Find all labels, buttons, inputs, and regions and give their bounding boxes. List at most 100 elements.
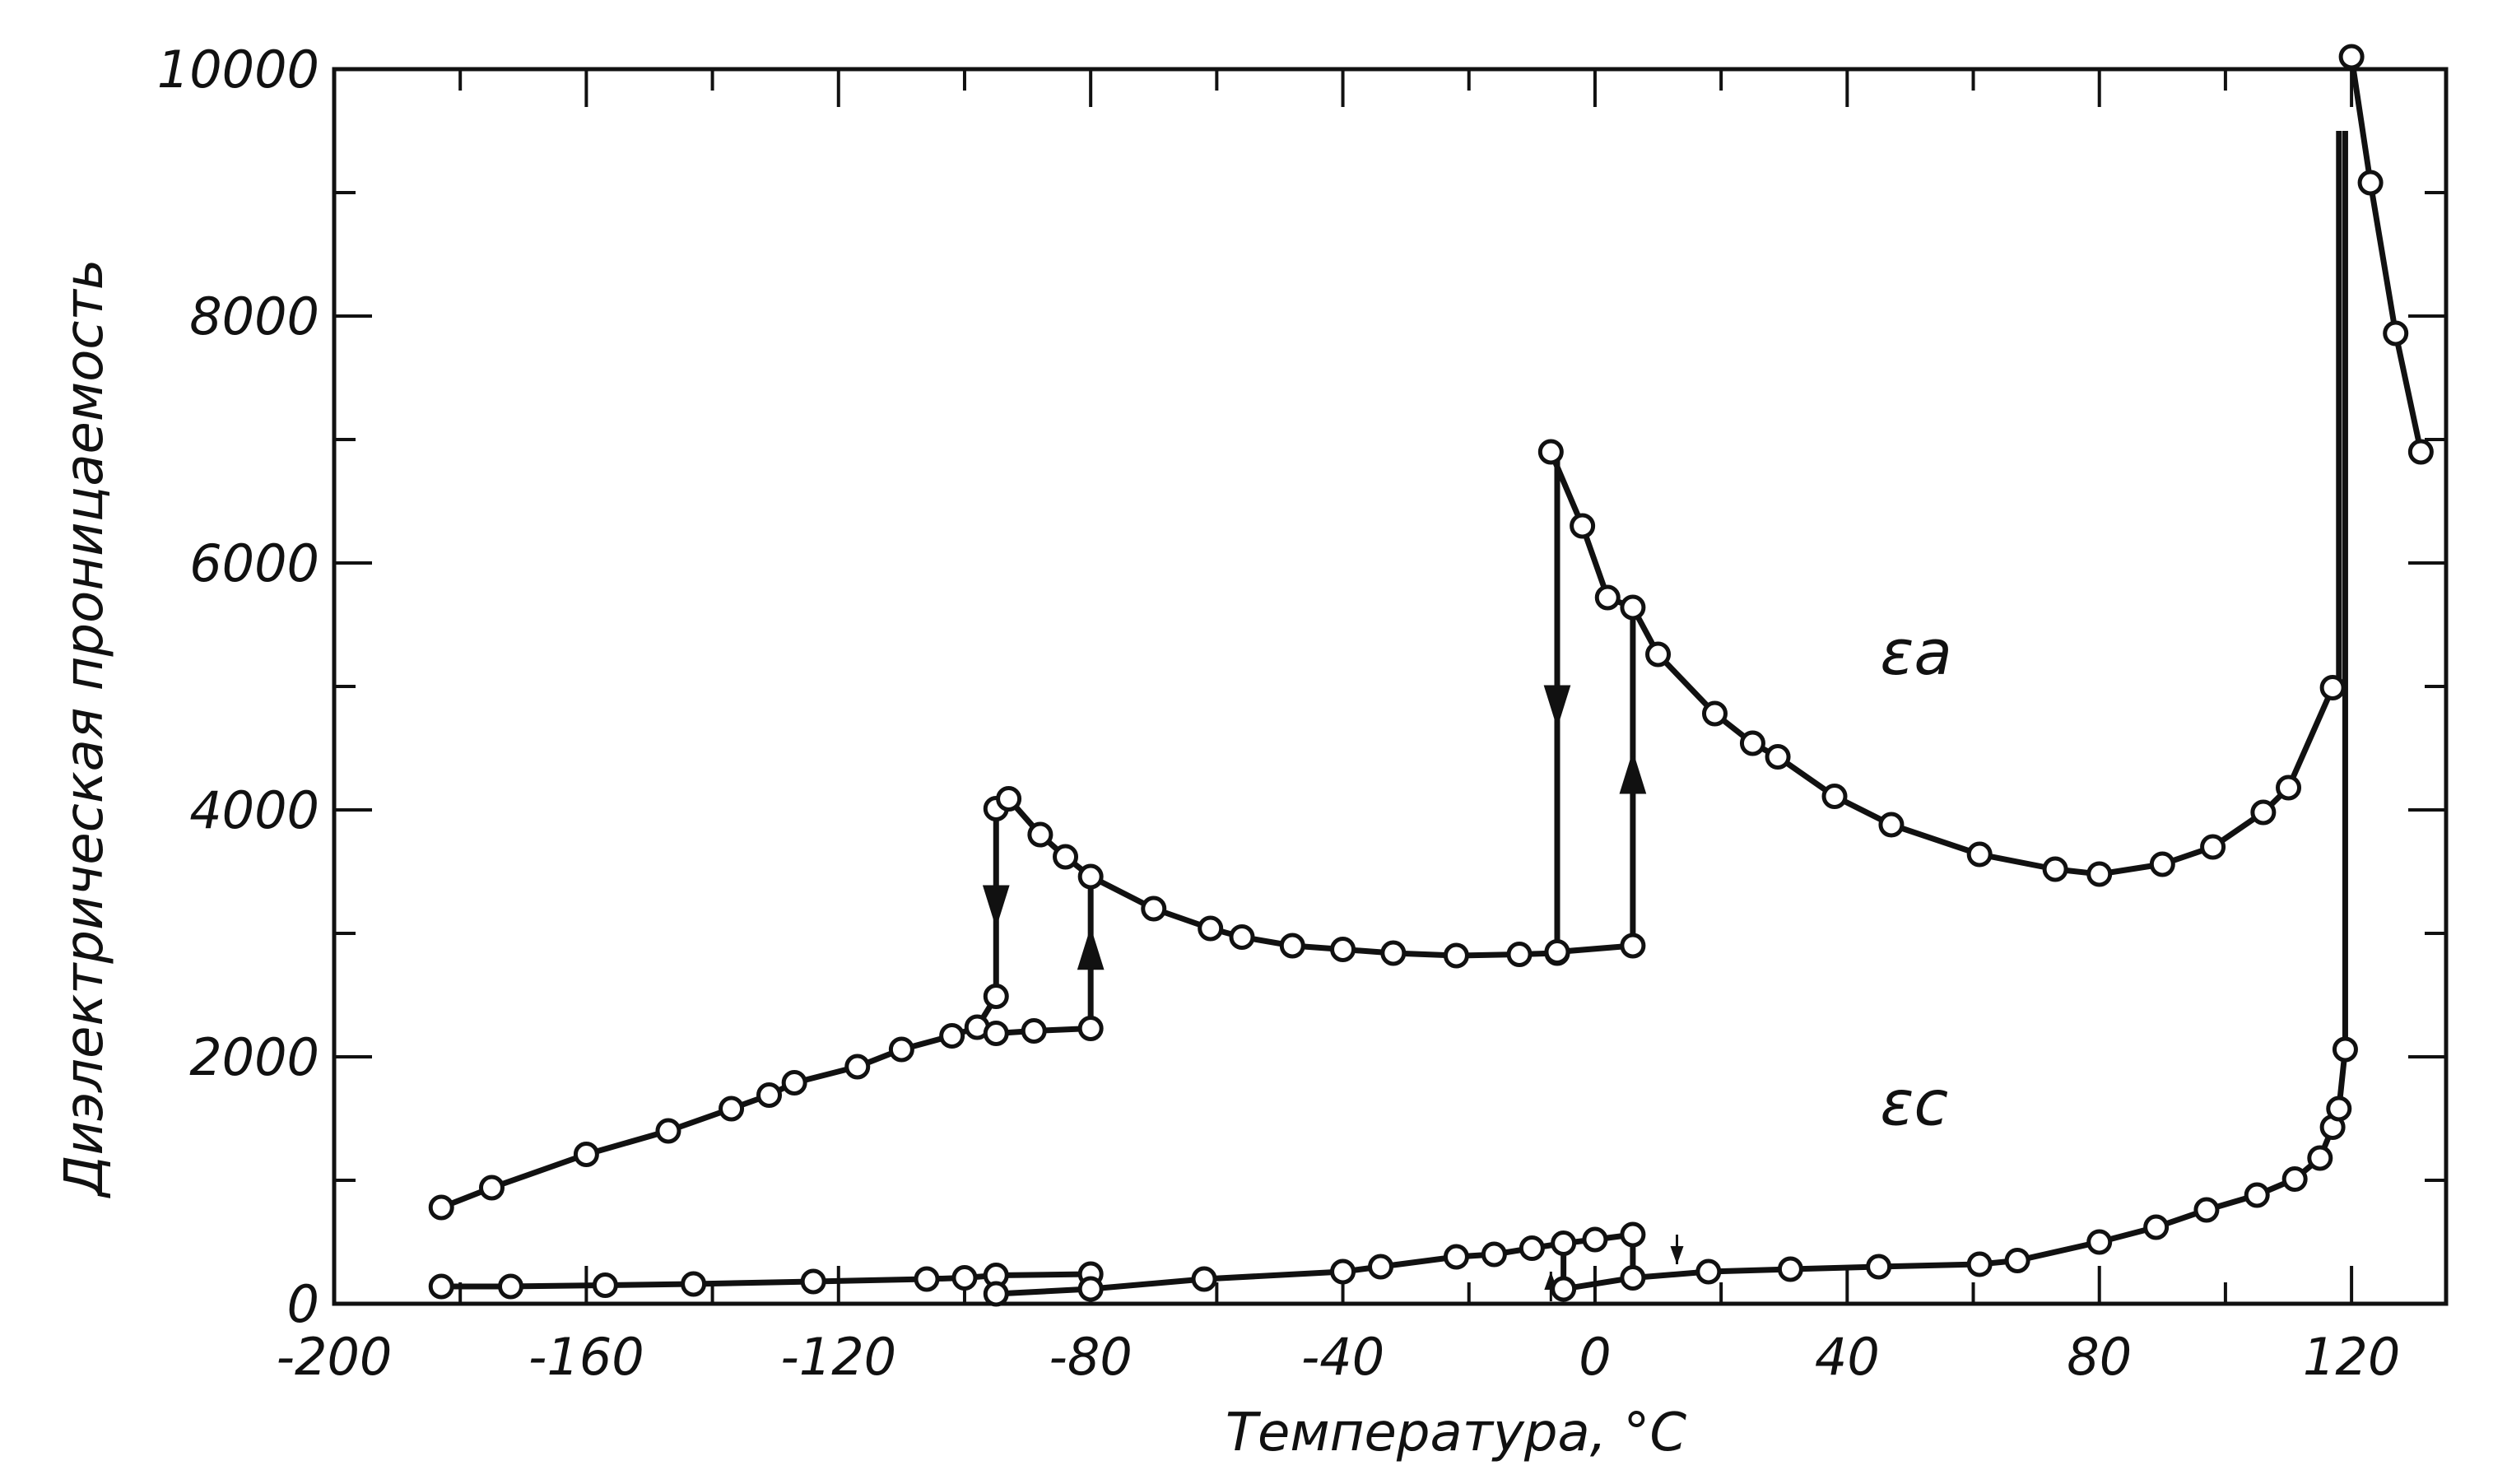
data-point bbox=[719, 1096, 745, 1122]
x-tick-label: 40 bbox=[1815, 1327, 1880, 1387]
y-axis-title: Диэлектрическая проницаемость bbox=[54, 258, 115, 1198]
x-tick-label: -40 bbox=[1301, 1327, 1384, 1387]
data-point bbox=[756, 1082, 783, 1108]
data-point bbox=[1821, 784, 1848, 809]
data-point bbox=[1701, 700, 1728, 727]
data-point bbox=[1582, 1226, 1608, 1253]
axes-group bbox=[332, 67, 2449, 1306]
data-point bbox=[996, 786, 1022, 812]
data-point bbox=[1620, 1221, 1646, 1248]
small-arrow-head bbox=[1670, 1246, 1684, 1264]
data-point bbox=[2383, 320, 2409, 347]
x-tick-label: -120 bbox=[780, 1327, 896, 1387]
data-point bbox=[1519, 1235, 1545, 1261]
data-point bbox=[2149, 851, 2175, 877]
tick-group: -200 -160 -120 -80 -40 0 40 80 120 0 2000 4000 6000 8… bbox=[157, 40, 2446, 1387]
data-point bbox=[478, 1175, 505, 1201]
data-point bbox=[2276, 775, 2302, 801]
data-point bbox=[1506, 942, 1533, 967]
y-tick-label: 10000 bbox=[157, 40, 319, 100]
data-point bbox=[592, 1272, 618, 1298]
jump-arrow bbox=[982, 885, 1010, 928]
y-tick-label: 4000 bbox=[189, 780, 319, 840]
data-point bbox=[914, 1266, 940, 1292]
plot-frame bbox=[332, 67, 2449, 1306]
data-point bbox=[1077, 863, 1104, 890]
data-point bbox=[1866, 1254, 1892, 1280]
data-point bbox=[1695, 1258, 1722, 1285]
data-point bbox=[2244, 1182, 2270, 1208]
data-point bbox=[1966, 841, 1993, 868]
data-point bbox=[1021, 1018, 1047, 1044]
data-point bbox=[781, 1070, 807, 1096]
data-point bbox=[1620, 933, 1646, 959]
series-line-eps-a bbox=[2348, 53, 2424, 455]
jump-arrow bbox=[1543, 685, 1571, 728]
data-point bbox=[2326, 1096, 2352, 1122]
data-point bbox=[2200, 834, 2226, 860]
data-point bbox=[983, 984, 1009, 1009]
data-point bbox=[681, 1271, 707, 1297]
data-point bbox=[1141, 896, 1167, 922]
data-point bbox=[1198, 915, 1224, 942]
data-point bbox=[1191, 1266, 1217, 1292]
series-line-eps-a bbox=[438, 993, 999, 1211]
data-point bbox=[2319, 675, 2346, 700]
data-point bbox=[1765, 744, 1791, 770]
data-point bbox=[2250, 799, 2277, 826]
data-point bbox=[655, 1118, 681, 1144]
y-tick-label: 2000 bbox=[189, 1027, 319, 1087]
series-annotation: εc bbox=[1880, 1067, 1948, 1140]
series-annotation: εa bbox=[1880, 616, 1952, 689]
data-point bbox=[1279, 933, 1305, 959]
data-point bbox=[1380, 940, 1407, 966]
data-point bbox=[2042, 856, 2068, 882]
y-tick-label: 0 bbox=[287, 1274, 319, 1334]
data-point bbox=[2338, 44, 2365, 70]
data-point bbox=[1551, 1276, 1577, 1302]
data-point bbox=[1620, 594, 1646, 621]
data-point bbox=[2357, 170, 2384, 196]
data-point bbox=[2307, 1145, 2333, 1171]
data-point bbox=[1537, 439, 1564, 465]
data-point bbox=[1443, 942, 1469, 969]
x-tick-label: -80 bbox=[1049, 1327, 1133, 1387]
data-point bbox=[2193, 1197, 2220, 1223]
y-tick-label: 6000 bbox=[189, 533, 319, 593]
x-tick-label: 0 bbox=[1579, 1327, 1611, 1387]
jump-arrow bbox=[1077, 926, 1105, 970]
data-point bbox=[428, 1194, 454, 1221]
data-point bbox=[428, 1273, 454, 1300]
data-point bbox=[1368, 1254, 1394, 1280]
data-point bbox=[1481, 1241, 1507, 1268]
data-point bbox=[497, 1273, 523, 1300]
data-point bbox=[1077, 1276, 1104, 1302]
data-point bbox=[844, 1054, 871, 1080]
data-point bbox=[2086, 861, 2113, 887]
data-point bbox=[800, 1268, 826, 1295]
labels-group: Температура, °С Диэлектрическая проницаем… bbox=[54, 258, 1952, 1463]
data-point bbox=[1053, 844, 1079, 870]
series-line-eps-c bbox=[1560, 1046, 2348, 1292]
data-point bbox=[1551, 1230, 1577, 1256]
data-point bbox=[2407, 439, 2434, 465]
data-point bbox=[983, 1281, 1009, 1307]
data-point bbox=[1443, 1244, 1469, 1270]
x-tick-label: 120 bbox=[2303, 1327, 2400, 1387]
data-point bbox=[2281, 1166, 2308, 1192]
data-point bbox=[2004, 1248, 2030, 1273]
x-tick-label: 80 bbox=[2067, 1327, 2132, 1387]
data-point bbox=[1229, 924, 1255, 950]
data-point bbox=[2332, 1036, 2358, 1063]
data-point bbox=[1027, 821, 1053, 848]
data-point bbox=[951, 1265, 978, 1291]
data-point bbox=[1620, 1265, 1646, 1291]
y-tick-label: 8000 bbox=[189, 286, 319, 347]
points-group bbox=[428, 44, 2434, 1307]
data-point bbox=[888, 1036, 914, 1063]
x-tick-label: -160 bbox=[528, 1327, 644, 1387]
data-point bbox=[1645, 641, 1672, 668]
data-point bbox=[1966, 1251, 1993, 1277]
data-point bbox=[1739, 730, 1765, 756]
